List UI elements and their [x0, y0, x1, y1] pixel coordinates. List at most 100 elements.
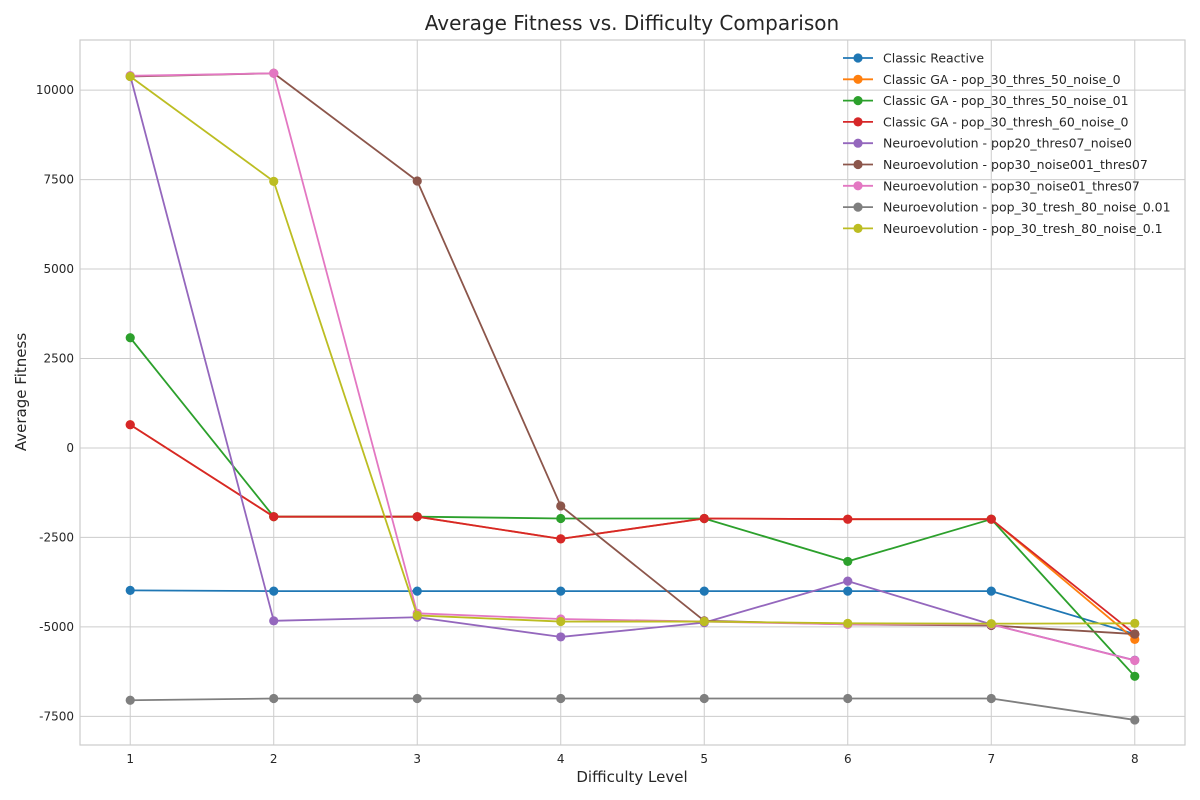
x-axis-label: Difficulty Level: [576, 768, 687, 786]
legend-label: Neuroevolution - pop_30_tresh_80_noise_0…: [883, 200, 1171, 215]
data-point: [556, 501, 566, 511]
series-6: [125, 68, 1140, 639]
y-tick-label: 5000: [43, 262, 74, 276]
series-line: [129, 75, 1135, 662]
data-point: [125, 695, 135, 705]
data-point: [125, 585, 135, 596]
x-axis-ticks: 1 2 3 4 5 6 7 8: [126, 752, 1138, 766]
data-point: [843, 556, 853, 567]
y-tick-label: -5000: [39, 620, 74, 634]
series-line: [129, 423, 1136, 641]
data-point: [699, 586, 709, 596]
data-point: [1130, 671, 1140, 681]
x-tick-label: 6: [844, 752, 852, 766]
legend-item: Neuroevolution - pop_30_tresh_80_noise_0…: [843, 200, 1171, 215]
data-point: [986, 693, 996, 704]
data-point: [843, 693, 853, 704]
legend-marker: [853, 74, 863, 84]
legend-label: Classic GA - pop_30_thres_50_noise_0: [883, 72, 1121, 87]
series-2: [125, 420, 1140, 645]
legend-label: Neuroevolution - pop30_noise001_thres07: [883, 157, 1148, 172]
data-point: [986, 619, 996, 629]
data-point: [125, 71, 135, 82]
legend-marker: [853, 96, 863, 106]
data-point: [412, 176, 422, 186]
legend-item: Classic GA - pop_30_thres_50_noise_0: [843, 72, 1121, 87]
legend: Classic Reactive Classic GA - pop_30_thre…: [843, 51, 1171, 236]
legend-label: Neuroevolution - pop_30_tresh_80_noise_0…: [883, 221, 1163, 236]
data-point: [1130, 629, 1140, 639]
y-axis-ticks: -7500 -5000 -2500 0 2500 5000 7500 10000: [36, 83, 74, 723]
series-1: [125, 585, 1140, 639]
series-line: [129, 423, 1136, 635]
series-line: [130, 589, 1136, 635]
x-tick-label: 3: [413, 752, 421, 766]
legend-label: Classic Reactive: [883, 51, 984, 66]
data-point: [269, 693, 279, 704]
y-tick-label: 0: [66, 441, 74, 455]
x-tick-label: 8: [1131, 752, 1139, 766]
data-point: [125, 333, 135, 343]
legend-item: Classic GA - pop_30_thres_50_noise_01: [843, 93, 1129, 108]
data-point: [699, 616, 709, 627]
y-tick-label: 7500: [43, 173, 74, 187]
legend-item: Neuroevolution - pop20_thres07_noise0: [843, 136, 1132, 151]
data-point: [269, 512, 279, 522]
data-point: [556, 616, 566, 627]
legend-marker: [853, 181, 863, 191]
series-9: [125, 71, 1140, 629]
data-point: [269, 176, 279, 186]
legend-item: Neuroevolution - pop30_noise01_thres07: [843, 178, 1140, 193]
x-tick-label: 1: [126, 752, 134, 766]
data-point: [843, 576, 853, 586]
data-point: [556, 586, 566, 596]
data-point: [125, 420, 135, 430]
legend-item: Neuroevolution - pop_30_tresh_80_noise_0…: [843, 221, 1163, 236]
data-point: [699, 513, 709, 524]
series-line: [129, 75, 1135, 625]
legend-item: Neuroevolution - pop30_noise001_thres07: [843, 157, 1148, 172]
data-point: [269, 68, 279, 78]
legend-label: Classic GA - pop_30_thres_50_noise_01: [883, 93, 1129, 108]
legend-marker: [853, 159, 863, 170]
chart-title: Average Fitness vs. Difficulty Compariso…: [425, 11, 839, 35]
legend-item: Classic Reactive: [843, 51, 984, 66]
y-axis-label: Average Fitness: [12, 333, 30, 452]
data-point: [986, 514, 996, 524]
data-point: [986, 586, 996, 596]
series-layer: [125, 68, 1140, 725]
data-point: [412, 693, 422, 704]
data-point: [699, 693, 709, 704]
data-point: [556, 513, 566, 524]
data-point: [556, 632, 566, 642]
y-tick-label: -7500: [39, 709, 74, 723]
y-tick-label: 10000: [36, 83, 74, 97]
legend-marker: [853, 223, 863, 233]
legend-item: Classic GA - pop_30_thresh_60_noise_0: [843, 114, 1129, 129]
data-point: [843, 586, 853, 596]
y-tick-label: -2500: [39, 530, 74, 544]
x-tick-label: 2: [270, 752, 278, 766]
data-point: [556, 693, 566, 704]
data-point: [412, 610, 422, 621]
data-point: [1130, 618, 1140, 628]
legend-label: Neuroevolution - pop20_thres07_noise0: [883, 136, 1132, 151]
series-8: [125, 693, 1140, 725]
legend-marker: [853, 117, 863, 127]
x-tick-label: 4: [557, 752, 565, 766]
legend-marker: [853, 138, 863, 148]
data-point: [269, 616, 279, 626]
legend-marker: [853, 53, 863, 63]
x-tick-label: 7: [987, 752, 995, 766]
legend-marker: [853, 202, 863, 212]
series-4: [125, 420, 1140, 639]
legend-label: Neuroevolution - pop30_noise01_thres07: [883, 178, 1140, 193]
data-point: [843, 514, 853, 524]
data-point: [412, 512, 422, 522]
series-3: [125, 333, 1140, 681]
data-point: [1130, 655, 1140, 666]
data-point: [843, 618, 853, 628]
series-line: [130, 697, 1135, 721]
y-tick-label: 2500: [43, 352, 74, 366]
